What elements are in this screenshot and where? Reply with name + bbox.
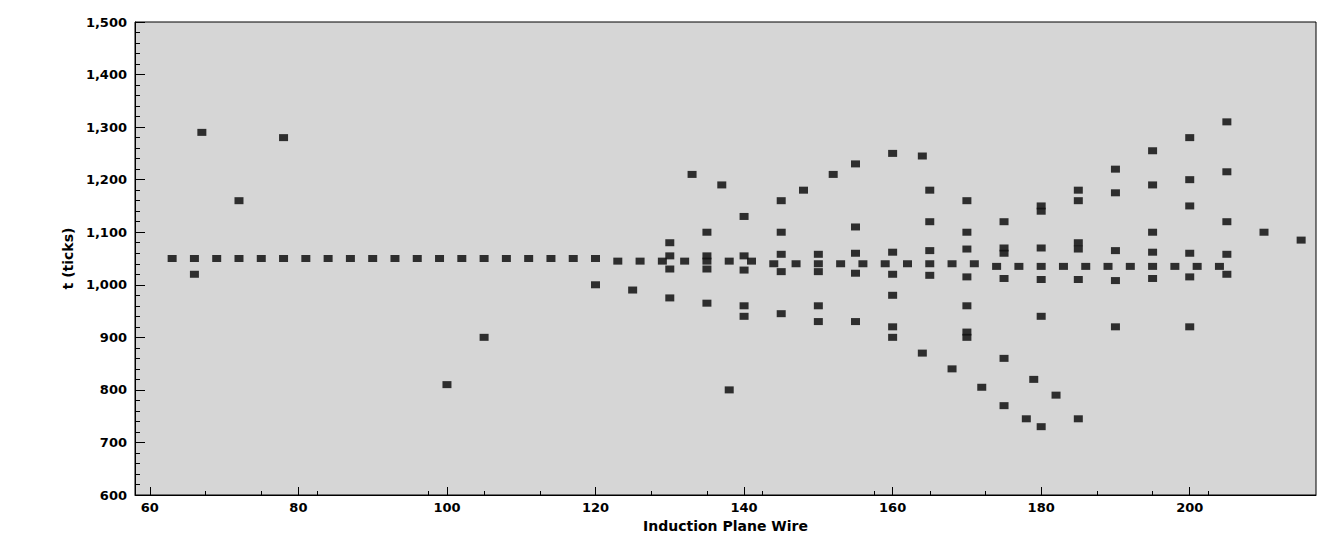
svg-text:600: 600: [100, 488, 127, 503]
svg-text:180: 180: [1028, 500, 1055, 515]
svg-text:900: 900: [100, 330, 127, 345]
svg-text:1,000: 1,000: [86, 277, 127, 292]
svg-text:Induction Plane Wire: Induction Plane Wire: [643, 518, 808, 534]
svg-text:160: 160: [879, 500, 906, 515]
svg-text:t (ticks): t (ticks): [60, 228, 76, 290]
svg-text:700: 700: [100, 435, 127, 450]
svg-text:140: 140: [730, 500, 757, 515]
svg-text:1,200: 1,200: [86, 172, 127, 187]
svg-text:60: 60: [141, 500, 159, 515]
svg-text:120: 120: [582, 500, 609, 515]
svg-text:80: 80: [289, 500, 307, 515]
svg-text:200: 200: [1176, 500, 1203, 515]
svg-text:1,100: 1,100: [86, 225, 127, 240]
svg-text:1,300: 1,300: [86, 120, 127, 135]
svg-text:100: 100: [433, 500, 460, 515]
svg-text:800: 800: [100, 382, 127, 397]
svg-text:1,400: 1,400: [86, 67, 127, 82]
svg-text:1,500: 1,500: [86, 15, 127, 30]
